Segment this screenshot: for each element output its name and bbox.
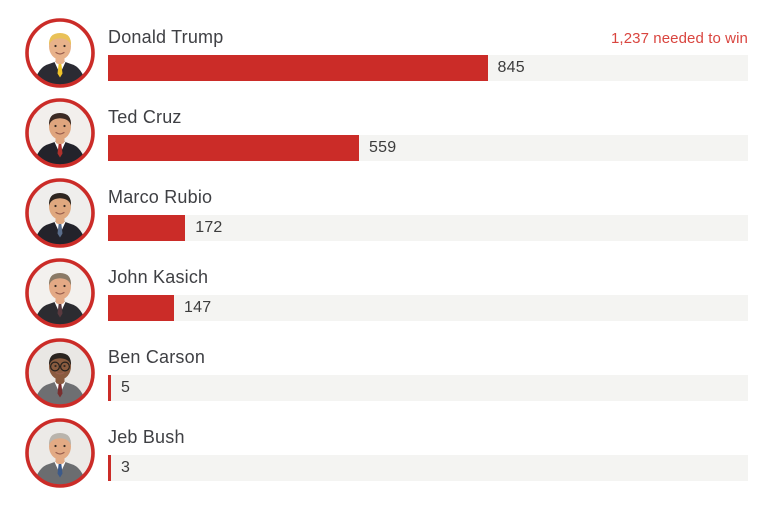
candidate-portrait-icon <box>25 418 95 488</box>
bar-fill <box>108 295 175 321</box>
candidate-portrait-icon <box>25 338 95 408</box>
candidate-name: Donald Trump <box>108 27 224 47</box>
candidate-portrait-icon <box>25 178 95 248</box>
candidate-chart-cell: Marco Rubio 172 <box>108 185 748 241</box>
bar-value-label: 172 <box>195 219 223 236</box>
bar-fill <box>108 55 488 81</box>
candidate-row: Donald Trump 845 <box>25 18 748 88</box>
bar-value-label: 5 <box>121 379 131 396</box>
bar-fill <box>108 375 111 401</box>
candidate-name: Ted Cruz <box>108 107 182 127</box>
bar-value-label: 3 <box>121 459 131 476</box>
bar-track: 845 <box>108 55 748 81</box>
bar-value-label: 845 <box>497 59 525 76</box>
bar-fill <box>108 455 111 481</box>
bar-fill <box>108 135 360 161</box>
bar-value-label: 147 <box>184 299 212 316</box>
bar-track: 147 <box>108 295 748 321</box>
bar-fill <box>108 215 186 241</box>
bar-track: 3 <box>108 455 748 481</box>
candidate-name: Marco Rubio <box>108 187 213 207</box>
candidate-rows: Donald Trump 845 Ted Cruz 559 Marco Rubi… <box>25 18 748 488</box>
candidate-row: Marco Rubio 172 <box>25 178 748 248</box>
bar-track: 172 <box>108 215 748 241</box>
candidate-row: Ted Cruz 559 <box>25 98 748 168</box>
candidate-chart-cell: Ted Cruz 559 <box>108 105 748 161</box>
needed-to-win-label: 1,237 needed to win <box>610 30 748 47</box>
candidate-chart-cell: Jeb Bush 3 <box>108 425 748 481</box>
candidate-chart-cell: Ben Carson 5 <box>108 345 748 401</box>
candidate-portrait-icon <box>25 18 95 88</box>
bar-value-label: 559 <box>369 139 397 156</box>
bar-track: 5 <box>108 375 748 401</box>
candidate-row: Jeb Bush 3 <box>25 418 748 488</box>
candidate-portrait-icon <box>25 98 95 168</box>
candidate-chart-cell: Donald Trump 845 <box>108 25 748 81</box>
candidate-portrait-icon <box>25 258 95 328</box>
bar-track: 559 <box>108 135 748 161</box>
candidate-row: Ben Carson 5 <box>25 338 748 408</box>
candidate-name: Jeb Bush <box>108 427 185 447</box>
candidate-name: Ben Carson <box>108 347 206 367</box>
candidate-row: John Kasich 147 <box>25 258 748 328</box>
candidate-chart-cell: John Kasich 147 <box>108 265 748 321</box>
candidate-name: John Kasich <box>108 267 209 287</box>
